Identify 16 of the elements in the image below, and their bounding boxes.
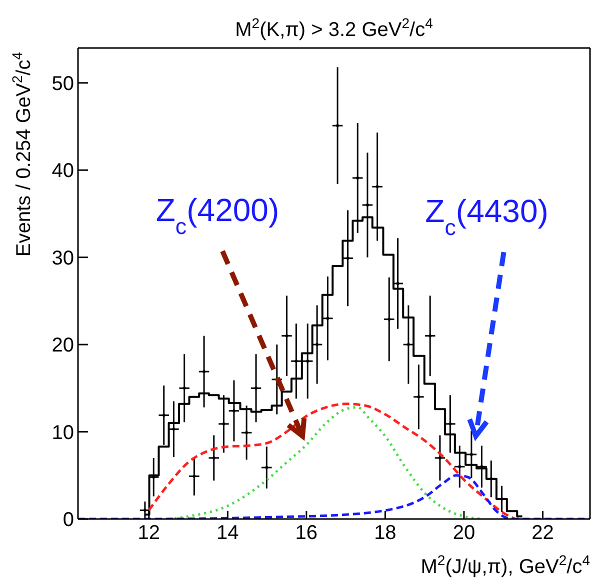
x-tick-label: 22 xyxy=(532,522,554,544)
y-tick-label: 30 xyxy=(52,247,74,270)
x-tick-label: 14 xyxy=(216,522,239,544)
y-tick-label: 0 xyxy=(62,509,74,532)
x-tick-label: 20 xyxy=(452,522,476,544)
x-tick-label: 16 xyxy=(295,522,318,544)
y-tick-label: 20 xyxy=(52,334,74,357)
y-tick-label: 10 xyxy=(52,422,74,444)
y-tick-label: 50 xyxy=(52,72,74,95)
annotation: Z$_{c}$(4200) xyxy=(156,192,280,239)
x-axis-title: M$^{2}$(J/ψ,π), GeV$^{2}$/c$^{4}$ xyxy=(420,552,590,578)
x-tick-label: 18 xyxy=(374,522,396,544)
x-tick-label: 12 xyxy=(138,522,160,544)
y-tick-label: 40 xyxy=(52,160,74,182)
chart-title: M$^{2}$(K,π) > 3.2 GeV$^{2}$/c$^{4}$ xyxy=(235,15,434,41)
annotation: Z$_{c}$(4430) xyxy=(425,193,548,240)
